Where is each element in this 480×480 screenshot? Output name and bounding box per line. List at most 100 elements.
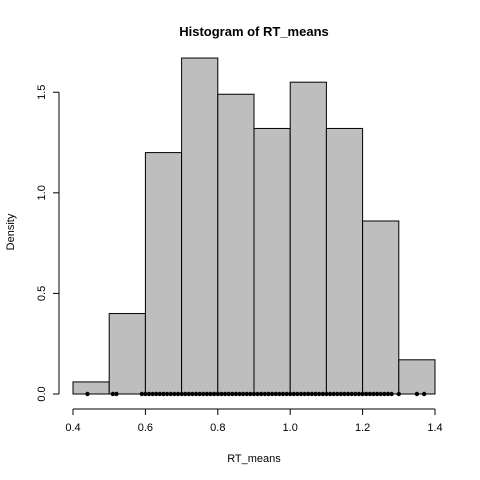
rug-point — [175, 391, 181, 397]
y-axis: 0.0 0.5 1.0 1.5 — [36, 85, 60, 402]
histogram-bar — [325, 127, 364, 395]
rug-point — [306, 391, 311, 397]
rug-point — [139, 391, 144, 397]
rug-point — [240, 391, 246, 397]
rug-point — [186, 391, 192, 397]
rug-point — [342, 391, 347, 397]
rug-point — [262, 391, 268, 397]
rug-point — [389, 391, 394, 397]
rug-point — [110, 391, 116, 397]
histogram-bar — [253, 127, 291, 395]
rug-point — [85, 391, 90, 397]
rug-point — [255, 391, 260, 397]
histogram-bar — [181, 57, 219, 395]
rug-point — [161, 391, 166, 397]
x-tick-label: 1.4 — [427, 422, 442, 434]
y-axis-label: Density — [5, 213, 17, 250]
histogram-bar — [108, 313, 146, 395]
y-tick-label: 1.0 — [36, 185, 48, 200]
histogram-bar — [289, 81, 327, 395]
rug-point — [421, 391, 427, 397]
rug-point — [211, 391, 217, 397]
x-tick-label: 1.2 — [355, 422, 370, 434]
y-tick-label: 1.5 — [36, 85, 48, 100]
histogram-bar — [217, 93, 255, 395]
rug-point — [248, 391, 253, 397]
rug-point — [295, 391, 300, 397]
rug-point — [197, 391, 202, 397]
rug-point — [309, 391, 315, 397]
chart-title: Histogram of RT_means — [179, 24, 329, 39]
y-tick-label: 0.5 — [36, 286, 48, 301]
rug-point — [335, 391, 340, 397]
histogram-bar — [362, 220, 400, 395]
histogram-bar — [144, 152, 183, 395]
rug-point — [168, 391, 173, 397]
rug-point — [316, 391, 322, 397]
rug-point — [349, 391, 354, 397]
rug-point — [266, 391, 271, 397]
rug-point — [150, 391, 155, 397]
rug-point — [269, 391, 275, 397]
rug-point — [288, 391, 293, 397]
x-tick-label: 1.0 — [283, 422, 298, 434]
rug-point — [378, 391, 383, 397]
rug-point — [164, 391, 170, 397]
rug-point — [237, 391, 242, 397]
rug-point — [183, 391, 188, 397]
rug-point — [251, 391, 257, 397]
rug-point — [215, 391, 220, 397]
rug-point — [385, 391, 391, 397]
rug-point — [284, 391, 289, 397]
bars-group — [72, 57, 436, 395]
rug-point — [280, 391, 286, 397]
rug-point — [327, 391, 333, 397]
rug-point — [219, 391, 224, 397]
rug-point — [277, 391, 282, 397]
x-tick-label: 0.6 — [138, 422, 153, 434]
rug-point — [226, 391, 231, 397]
rug-point — [338, 391, 344, 397]
x-tick-label: 0.8 — [210, 422, 225, 434]
rug-point — [179, 391, 184, 397]
histogram-bar — [72, 381, 110, 395]
rug-point — [157, 391, 163, 397]
rug-point — [201, 391, 206, 397]
x-axis-label: RT_means — [227, 453, 281, 465]
rug-point — [273, 391, 278, 397]
rug-point — [374, 391, 380, 397]
rug-point — [345, 391, 351, 397]
rug-point — [193, 391, 199, 397]
rug-point — [313, 391, 318, 397]
rug-point — [230, 391, 235, 397]
rug-point — [146, 391, 152, 397]
histogram-bar — [398, 359, 436, 395]
rug-point — [114, 391, 119, 397]
rug-point — [154, 391, 159, 397]
rug-group — [85, 391, 427, 397]
rug-point — [320, 391, 325, 397]
rug-point — [291, 391, 297, 397]
rug-point — [353, 391, 358, 397]
rug-point — [298, 391, 304, 397]
rug-point — [382, 391, 387, 397]
rug-point — [371, 391, 376, 397]
rug-point — [208, 391, 213, 397]
rug-point — [302, 391, 307, 397]
rug-point — [324, 391, 329, 397]
rug-point — [364, 391, 369, 397]
rug-point — [367, 391, 373, 397]
x-axis: 0.4 0.6 0.8 1.0 1.2 1.4 — [65, 408, 443, 434]
rug-point — [244, 391, 249, 397]
rug-point — [233, 391, 239, 397]
rug-point — [331, 391, 336, 397]
rug-point — [190, 391, 195, 397]
rug-point — [172, 391, 177, 397]
rug-point — [143, 391, 148, 397]
rug-point — [414, 391, 420, 397]
x-tick-label: 0.4 — [65, 422, 80, 434]
rug-point — [360, 391, 365, 397]
y-tick-label: 0.0 — [36, 386, 48, 401]
rug-point — [396, 391, 401, 397]
